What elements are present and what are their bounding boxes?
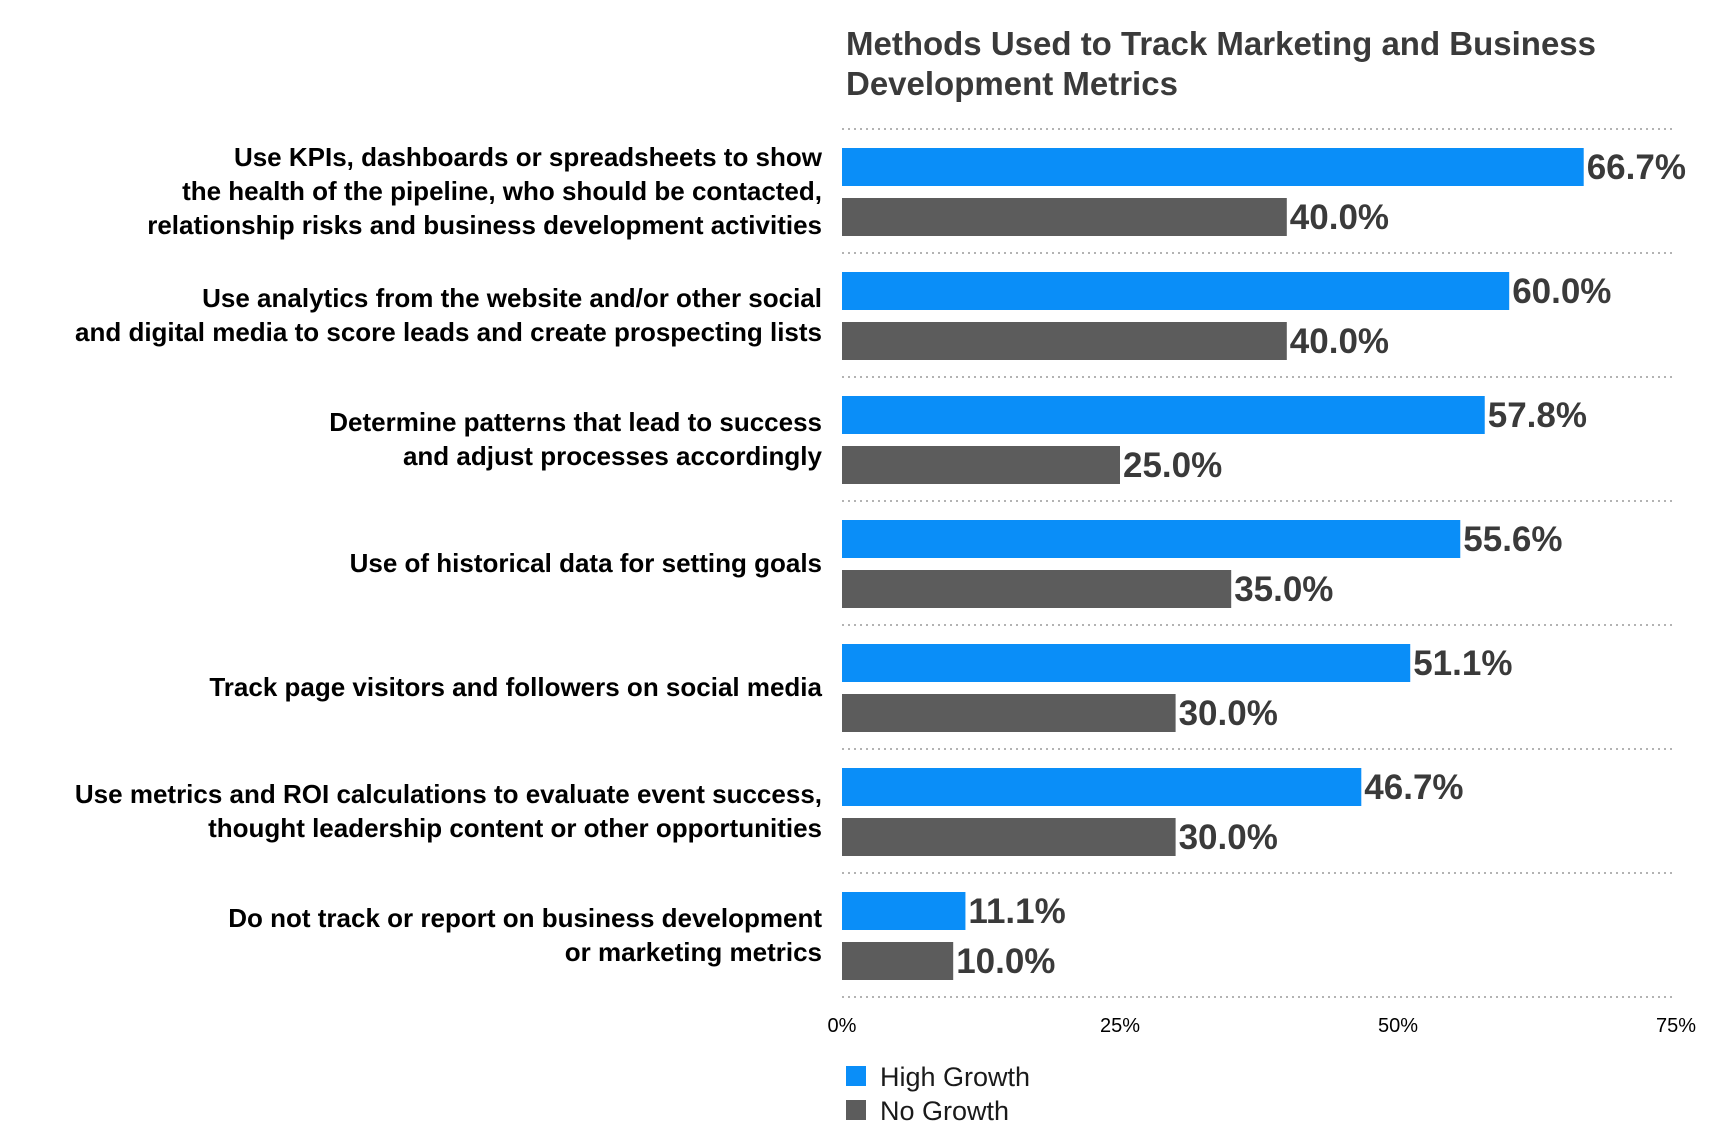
- bar-no-growth: [842, 446, 1120, 484]
- value-label: 46.7%: [1364, 768, 1463, 807]
- value-label: 51.1%: [1413, 644, 1512, 683]
- bar-no-growth: [842, 570, 1232, 608]
- category-label: Track page visitors and followers on soc…: [209, 672, 822, 702]
- category-label: Use metrics and ROI calculations to eval…: [75, 779, 822, 843]
- value-label: 30.0%: [1179, 694, 1278, 733]
- value-label: 40.0%: [1290, 322, 1389, 361]
- x-tick-label: 25%: [1100, 1015, 1140, 1037]
- chart-title-line: Methods Used to Track Marketing and Busi…: [846, 25, 1596, 62]
- chart-bars: [842, 148, 1584, 980]
- bar-no-growth: [842, 322, 1287, 360]
- value-label: 57.8%: [1488, 396, 1587, 435]
- bar-high-growth: [842, 520, 1461, 558]
- category-label: Do not track or report on business devel…: [228, 903, 822, 967]
- category-labels: Use KPIs, dashboards or spreadsheets to …: [75, 142, 823, 967]
- chart-gridlines: [842, 128, 1676, 998]
- bar-high-growth: [842, 396, 1485, 434]
- legend-swatch-high-growth: [846, 1066, 866, 1086]
- value-label: 10.0%: [956, 942, 1055, 981]
- x-tick-label: 50%: [1378, 1015, 1418, 1037]
- chart-title-line: Development Metrics: [846, 65, 1178, 102]
- chart-title: Methods Used to Track Marketing and Busi…: [846, 25, 1596, 102]
- value-label: 25.0%: [1123, 446, 1222, 485]
- chart-legend: High Growth No Growth: [846, 1062, 1030, 1126]
- x-axis-ticks: 0% 25% 50% 75%: [828, 1015, 1697, 1037]
- value-label: 30.0%: [1179, 818, 1278, 857]
- legend-label: High Growth: [880, 1062, 1030, 1092]
- value-label: 55.6%: [1463, 520, 1562, 559]
- category-label: Use analytics from the website and/or ot…: [75, 283, 822, 347]
- value-label: 66.7%: [1587, 148, 1686, 187]
- x-tick-label: 75%: [1656, 1015, 1696, 1037]
- category-label: Use KPIs, dashboards or spreadsheets to …: [147, 142, 823, 240]
- bar-high-growth: [842, 892, 966, 930]
- bar-no-growth: [842, 818, 1176, 856]
- bar-no-growth: [842, 694, 1176, 732]
- value-labels: 66.7% 60.0% 57.8% 55.6% 51.1% 46.7% 11.1% 40.0%…: [956, 148, 1686, 981]
- bar-high-growth: [842, 644, 1411, 682]
- legend-label: No Growth: [880, 1096, 1009, 1126]
- value-label: 11.1%: [968, 892, 1065, 931]
- bar-high-growth: [842, 272, 1510, 310]
- category-label: Use of historical data for setting goals: [350, 548, 822, 578]
- x-tick-label: 0%: [828, 1015, 857, 1037]
- legend-swatch-no-growth: [846, 1100, 866, 1120]
- bar-high-growth: [842, 768, 1362, 806]
- category-label: Determine patterns that lead to success a…: [329, 407, 822, 471]
- value-label: 60.0%: [1512, 272, 1611, 311]
- bar-no-growth: [842, 198, 1287, 236]
- value-label: 35.0%: [1234, 570, 1333, 609]
- value-label: 40.0%: [1290, 198, 1389, 237]
- bar-no-growth: [842, 942, 954, 980]
- bar-high-growth: [842, 148, 1584, 186]
